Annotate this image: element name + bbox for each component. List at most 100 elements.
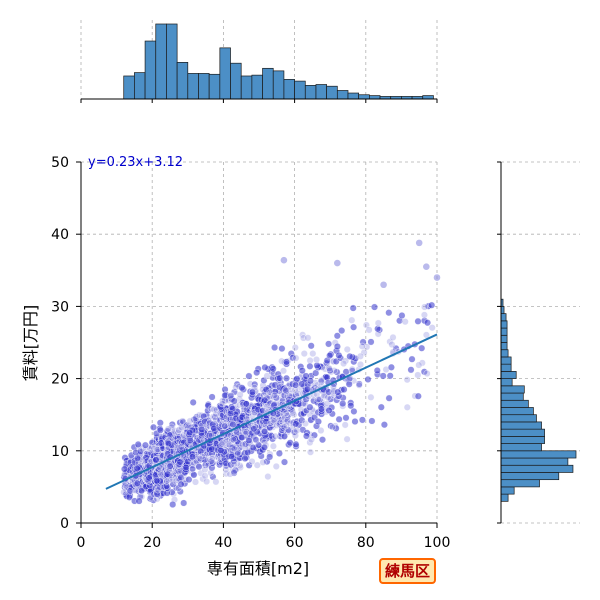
scatter-point xyxy=(197,469,205,477)
scatter-point xyxy=(286,439,294,447)
regression-line-path xyxy=(105,333,438,490)
scatter-point xyxy=(176,458,184,466)
scatter-point xyxy=(164,470,172,478)
scatter-point xyxy=(177,443,185,451)
scatter-point xyxy=(169,501,177,509)
scatter-point xyxy=(293,375,301,383)
x-tick-label: 0 xyxy=(77,535,86,551)
scatter-point xyxy=(398,312,406,320)
scatter-point xyxy=(184,458,192,466)
scatter-point xyxy=(252,435,260,443)
y-hist-bar xyxy=(500,479,540,488)
scatter-point xyxy=(292,354,300,362)
y-hist-bar xyxy=(500,320,508,329)
scatter-point xyxy=(218,440,226,448)
scatter-point xyxy=(156,419,164,427)
x-tick-label: 100 xyxy=(424,535,451,551)
x-tick-label: 40 xyxy=(214,535,232,551)
y-tick-label: 0 xyxy=(60,516,69,532)
scatter-point xyxy=(283,358,291,366)
scatter-point xyxy=(385,394,393,402)
scatter-point xyxy=(326,352,334,360)
scatter-point xyxy=(263,372,271,380)
y-hist-bar xyxy=(500,392,524,401)
scatter-point xyxy=(373,367,381,375)
scatter-point xyxy=(175,426,183,434)
scatter-point xyxy=(304,334,312,342)
scatter-point xyxy=(298,380,306,388)
x-hist-bar xyxy=(123,75,135,100)
scatter-point xyxy=(145,474,153,482)
scatter-point xyxy=(428,301,436,309)
scatter-point xyxy=(333,332,341,340)
scatter-point xyxy=(126,487,134,495)
scatter-point xyxy=(403,376,411,384)
scatter-point xyxy=(350,323,358,331)
scatter-point xyxy=(210,424,218,432)
scatter-point xyxy=(276,374,284,382)
scatter-point xyxy=(389,333,397,341)
x-tick-label: 80 xyxy=(357,535,375,551)
scatter-point xyxy=(203,478,211,486)
scatter-point xyxy=(307,436,315,444)
scatter-point xyxy=(278,345,286,353)
scatter-point xyxy=(120,488,128,496)
y-hist-bar xyxy=(500,450,577,459)
scatter-point xyxy=(292,440,300,448)
y-hist-bar xyxy=(500,414,537,423)
scatter-point xyxy=(355,381,363,389)
scatter-point xyxy=(244,449,252,457)
scatter-point xyxy=(423,370,431,378)
y-hist-bar xyxy=(500,342,508,351)
scatter-point xyxy=(238,433,246,441)
scatter-point xyxy=(135,497,143,505)
x-hist-bar xyxy=(326,85,338,100)
x-hist-bar xyxy=(187,73,199,100)
scatter-point xyxy=(230,461,238,469)
scatter-point xyxy=(154,486,162,494)
scatter-point xyxy=(229,420,237,428)
scatter-point xyxy=(292,381,300,389)
regression-line xyxy=(105,333,438,490)
scatter-point xyxy=(309,350,317,358)
scatter-point xyxy=(314,395,322,403)
scatter-point xyxy=(345,380,353,388)
scatter-point xyxy=(260,443,268,451)
scatter-point xyxy=(338,327,346,335)
scatter-point xyxy=(138,487,146,495)
scatter-point xyxy=(164,440,172,448)
scatter-point xyxy=(433,274,441,281)
scatter-point xyxy=(408,355,416,363)
scatter-point xyxy=(152,456,160,464)
x-hist-bar xyxy=(219,47,231,100)
y-hist-bar xyxy=(500,327,508,336)
scatter-point xyxy=(163,482,171,490)
y-hist-bar xyxy=(500,486,515,495)
scatter-point xyxy=(238,441,246,449)
scatter-point xyxy=(271,391,279,399)
x-hist-bar xyxy=(369,95,381,100)
scatter-point xyxy=(423,263,430,270)
y-hist-bar xyxy=(500,334,508,343)
x-hist-bar xyxy=(198,73,210,100)
scatter-point xyxy=(380,421,388,429)
scatter-point xyxy=(199,475,207,483)
scatter-point xyxy=(319,436,327,444)
y-hist-bar xyxy=(500,385,525,394)
scatter-point xyxy=(333,343,341,351)
scatter-point xyxy=(248,388,256,396)
scatter-point xyxy=(180,499,188,507)
y-hist-bar xyxy=(500,421,542,430)
scatter-point xyxy=(365,326,373,334)
scatter-point xyxy=(325,340,333,348)
scatter-point xyxy=(329,423,337,431)
scatter-point xyxy=(153,477,161,485)
scatter-point xyxy=(386,372,394,380)
y-hist-bar xyxy=(500,313,507,322)
scatter-point xyxy=(335,415,343,423)
scatter-point xyxy=(186,437,194,445)
scatter-point xyxy=(190,416,198,424)
scatter-point xyxy=(201,472,209,480)
scatter-point xyxy=(221,422,229,430)
